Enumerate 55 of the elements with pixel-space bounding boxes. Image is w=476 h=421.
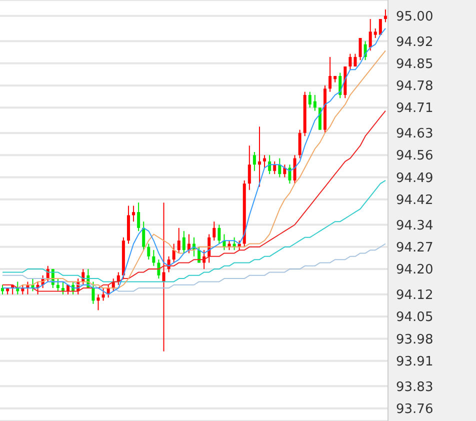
y-tick-label: 94.63 bbox=[396, 126, 434, 142]
candlestick bbox=[182, 230, 186, 254]
candlestick bbox=[308, 91, 312, 108]
y-tick-label: 94.92 bbox=[396, 34, 434, 50]
candlestick bbox=[152, 250, 156, 266]
y-tick-label: 93.98 bbox=[396, 332, 434, 348]
candlestick bbox=[354, 53, 357, 67]
candlestick bbox=[258, 126, 261, 188]
candlestick bbox=[384, 8, 387, 23]
y-tick-label: 93.83 bbox=[396, 380, 434, 395]
y-tick-label: 93.76 bbox=[396, 402, 434, 417]
candlestick bbox=[293, 154, 296, 184]
candlestick bbox=[102, 288, 105, 302]
y-tick-label: 95.00 bbox=[396, 9, 434, 24]
candlestick bbox=[218, 224, 221, 244]
candlestick bbox=[92, 281, 95, 304]
y-tick-label: 94.12 bbox=[396, 288, 434, 303]
candlestick bbox=[172, 243, 176, 264]
candlestick bbox=[273, 160, 276, 175]
candlestick bbox=[278, 158, 282, 178]
candlestick bbox=[232, 236, 236, 251]
candlestick bbox=[187, 234, 190, 254]
candlestick bbox=[358, 37, 362, 61]
candlestick bbox=[328, 56, 332, 92]
candlestick bbox=[157, 259, 160, 280]
candlestick bbox=[137, 202, 140, 232]
y-tick-label: 94.56 bbox=[396, 148, 434, 164]
y-tick-label: 94.20 bbox=[396, 262, 434, 278]
candlestick bbox=[147, 243, 150, 260]
candlestick bbox=[228, 240, 231, 251]
candlestick bbox=[368, 18, 372, 52]
y-tick-label: 93.91 bbox=[396, 354, 434, 370]
y-tick-label: 94.27 bbox=[396, 240, 434, 256]
candlestick bbox=[348, 53, 352, 70]
candlestick bbox=[162, 202, 166, 352]
candlestick bbox=[56, 278, 60, 292]
candlestick bbox=[142, 221, 146, 251]
y-tick-label: 94.71 bbox=[396, 101, 434, 116]
candlestick bbox=[252, 151, 256, 172]
candlestick bbox=[212, 221, 216, 242]
candlestick bbox=[132, 205, 136, 222]
y-tick-label: 94.49 bbox=[396, 170, 434, 186]
candlestick bbox=[374, 28, 377, 38]
y-tick-label: 94.78 bbox=[396, 79, 434, 94]
candlestick bbox=[177, 227, 180, 254]
candlestick bbox=[298, 129, 302, 159]
y-tick-label: 94.85 bbox=[396, 56, 434, 72]
y-tick-label: 94.05 bbox=[396, 310, 434, 326]
candlestick bbox=[263, 154, 266, 168]
candlestick bbox=[96, 294, 100, 311]
candlestick bbox=[313, 94, 316, 112]
candlestick bbox=[248, 145, 251, 190]
y-tick-label: 94.42 bbox=[396, 193, 434, 208]
y-tick-label: 94.34 bbox=[396, 218, 434, 234]
candlestick bbox=[318, 107, 322, 130]
